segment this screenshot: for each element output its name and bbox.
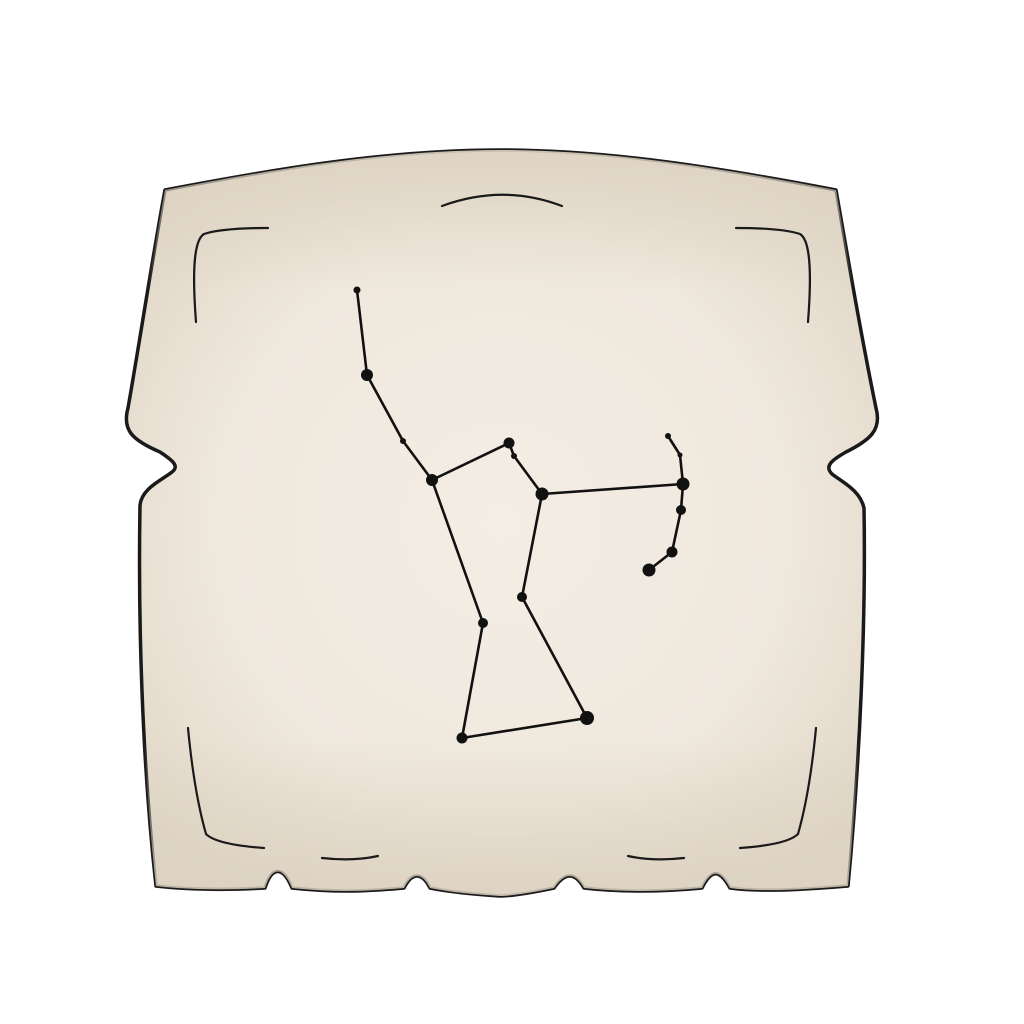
fold-mark-top-right	[734, 226, 812, 324]
constellation-line	[540, 482, 685, 496]
constellation	[353, 286, 690, 744]
constellation-star	[426, 474, 438, 486]
constellation-star	[676, 505, 686, 515]
fold-mark-bottom-left	[186, 726, 266, 850]
fold-mark-bottom-right	[738, 726, 818, 850]
constellation-line	[520, 492, 544, 599]
fold-mark-bottom-inner-right	[626, 854, 686, 861]
constellation-star	[676, 477, 690, 491]
constellation-star	[642, 563, 656, 577]
constellation-star	[511, 453, 517, 459]
constellation-line	[365, 373, 405, 443]
constellation-star	[665, 433, 671, 439]
constellation-line	[401, 439, 434, 482]
constellation-star	[580, 711, 594, 725]
constellation-line	[430, 478, 485, 625]
constellation-star	[353, 286, 361, 294]
constellation-star	[666, 546, 678, 558]
fold-mark-top	[440, 193, 564, 208]
constellation-star	[361, 369, 373, 381]
constellation-line	[670, 508, 683, 554]
constellation-line	[520, 595, 589, 720]
fold-mark-bottom-inner-left	[320, 854, 380, 861]
constellation-star	[517, 592, 527, 602]
constellation-line	[460, 621, 485, 740]
constellation-line	[460, 716, 589, 740]
constellation-star	[456, 732, 468, 744]
constellation-star	[535, 487, 549, 501]
constellation-line	[430, 441, 511, 482]
constellation-star	[503, 437, 515, 449]
constellation-line	[355, 288, 369, 377]
fold-mark-top-left	[192, 226, 270, 324]
constellation-star	[677, 452, 683, 458]
constellation-line	[512, 454, 544, 496]
constellation-star	[478, 618, 488, 628]
constellation-star	[400, 438, 406, 444]
constellation-line	[666, 434, 682, 457]
parchment-fold-marks	[186, 193, 818, 861]
parchment	[124, 148, 880, 898]
constellation-stars	[353, 286, 690, 744]
